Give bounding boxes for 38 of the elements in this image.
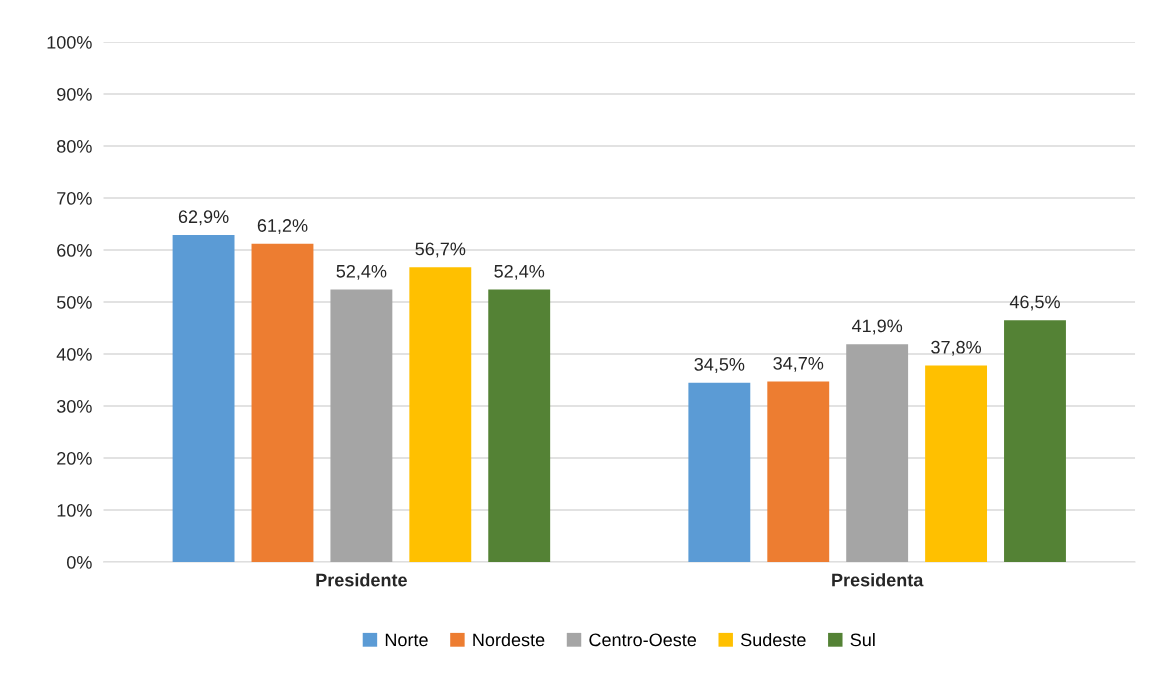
bar bbox=[846, 344, 909, 563]
data-label: 56,7% bbox=[415, 242, 466, 258]
legend-label: Norte bbox=[385, 633, 428, 647]
y-tick-label: 50% bbox=[56, 295, 92, 309]
bar bbox=[925, 365, 988, 563]
x-tick-label: Presidente bbox=[316, 573, 407, 587]
bar bbox=[251, 243, 314, 563]
bar bbox=[330, 289, 393, 563]
data-label: 61,2% bbox=[257, 219, 308, 235]
data-label: 41,9% bbox=[851, 319, 903, 335]
legend-label: Sul bbox=[850, 632, 875, 647]
bar bbox=[688, 382, 751, 563]
y-tick-label: 60% bbox=[57, 243, 92, 257]
y-tick-label: 10% bbox=[57, 503, 92, 517]
data-label: 62,9% bbox=[178, 210, 229, 226]
bar bbox=[1004, 320, 1066, 563]
data-label: 52,4% bbox=[336, 264, 387, 280]
legend-label: Centro-Oeste bbox=[589, 633, 697, 647]
y-tick-label: 20% bbox=[57, 451, 92, 465]
y-tick-label: 70% bbox=[57, 191, 92, 205]
data-label: 34,7% bbox=[773, 356, 824, 372]
data-label: 37,8% bbox=[931, 340, 982, 356]
bar bbox=[767, 381, 830, 563]
data-label: 34,5% bbox=[694, 357, 745, 373]
bar bbox=[409, 267, 472, 563]
y-tick-label: 90% bbox=[57, 87, 92, 101]
y-tick-label: 40% bbox=[56, 347, 92, 361]
data-label: 52,4% bbox=[494, 264, 545, 280]
bar bbox=[172, 234, 235, 563]
legend-label: Nordeste bbox=[473, 632, 545, 647]
y-tick-label: 0% bbox=[67, 556, 92, 569]
bar bbox=[488, 289, 551, 563]
x-tick-label: Presidenta bbox=[832, 573, 924, 587]
y-tick-label: 80% bbox=[57, 139, 92, 153]
data-label: 46,5% bbox=[1009, 295, 1060, 311]
legend-label: Sudeste bbox=[740, 632, 806, 647]
y-tick-label: 30% bbox=[56, 399, 92, 413]
y-tick-label: 100% bbox=[47, 35, 92, 49]
